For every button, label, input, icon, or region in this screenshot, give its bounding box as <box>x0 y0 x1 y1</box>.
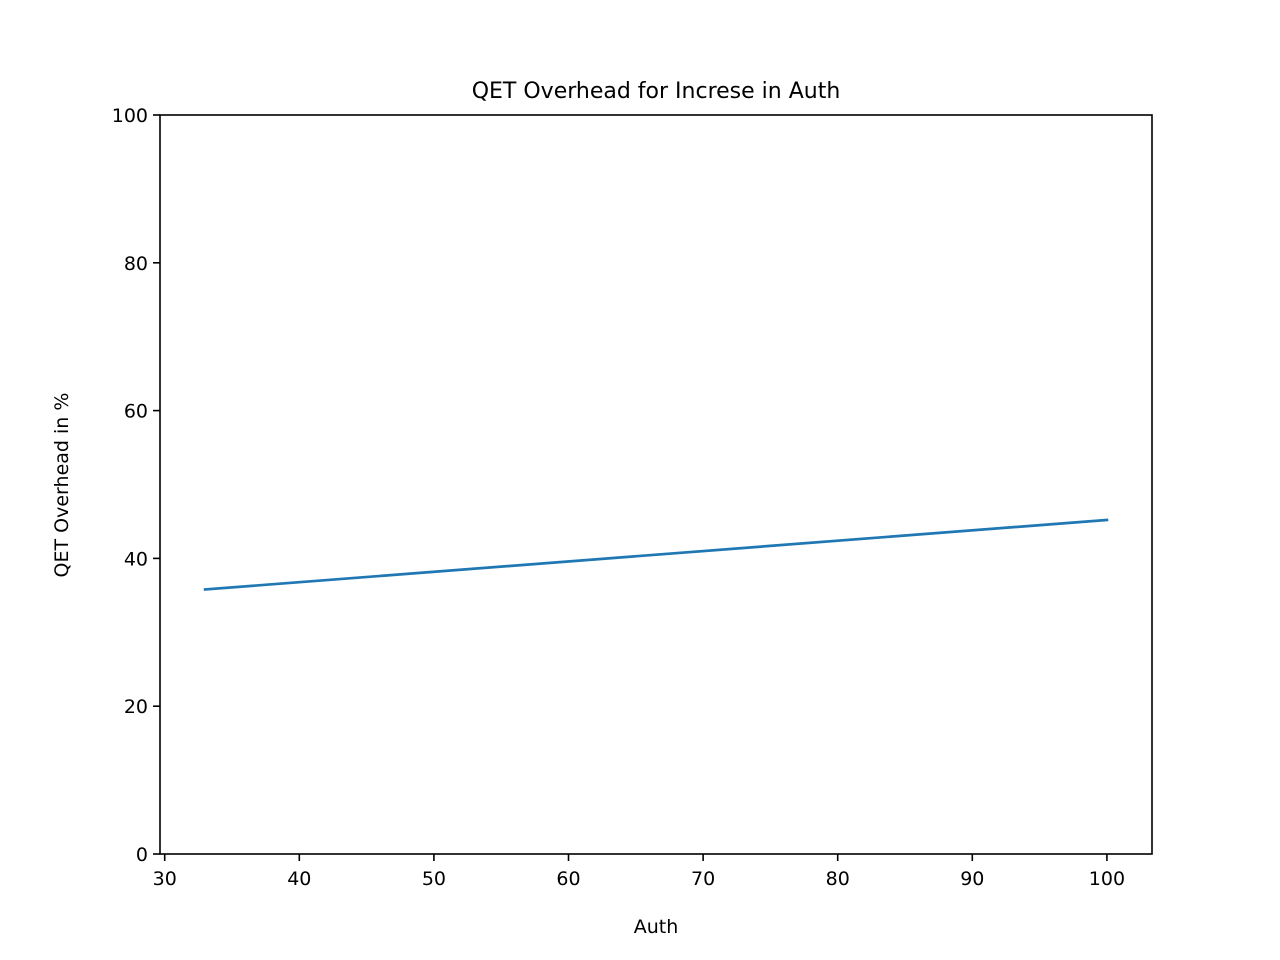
series-line <box>203 518 1109 591</box>
y-tick-label: 100 <box>112 105 148 127</box>
y-tick-label: 60 <box>124 401 148 423</box>
x-tick-label: 70 <box>691 868 715 890</box>
x-tick-label: 40 <box>287 868 311 890</box>
x-tick-label: 80 <box>826 868 850 890</box>
series-layer <box>203 518 1109 591</box>
y-tick-label: 80 <box>124 253 148 275</box>
y-tick-label: 0 <box>136 844 148 866</box>
y-axis-label: QET Overhead in % <box>51 393 73 578</box>
x-tick-label: 50 <box>422 868 446 890</box>
x-tick-label: 90 <box>960 868 984 890</box>
chart-title: QET Overhead for Increse in Auth <box>472 79 841 104</box>
x-tick-label: 60 <box>556 868 580 890</box>
x-axis: 30 40 50 60 70 80 90 100 <box>153 854 1125 890</box>
y-tick-label: 20 <box>124 696 148 718</box>
y-axis: 0 20 40 60 80 100 <box>112 105 160 866</box>
plot-frame <box>159 114 1153 855</box>
x-tick-label: 30 <box>153 868 177 890</box>
x-tick-label: 100 <box>1089 868 1125 890</box>
y-tick-label: 40 <box>124 548 148 570</box>
x-axis-label: Auth <box>634 916 679 938</box>
